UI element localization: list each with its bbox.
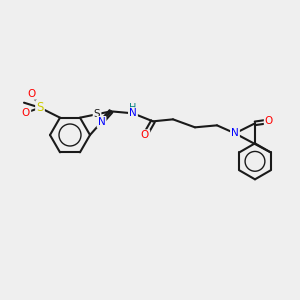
Text: N: N	[98, 117, 105, 127]
Text: S: S	[36, 101, 44, 114]
Text: O: O	[141, 130, 149, 140]
Text: O: O	[265, 116, 273, 126]
Text: O: O	[28, 89, 36, 99]
Text: N: N	[231, 128, 239, 138]
Text: N: N	[129, 108, 137, 118]
Text: S: S	[94, 109, 100, 119]
Text: O: O	[22, 108, 30, 118]
Text: H: H	[129, 103, 137, 113]
